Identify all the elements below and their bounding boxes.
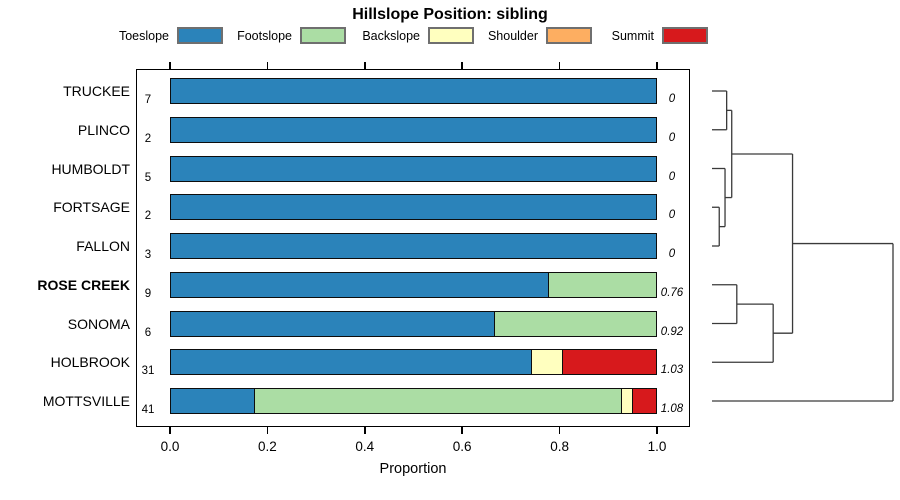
legend-label: Shoulder: [487, 28, 538, 43]
legend-label: Toeslope: [118, 28, 169, 43]
row-label-humboldt: HUMBOLDT: [51, 160, 130, 177]
bar-segment-toeslope: [171, 389, 254, 413]
bar-segment-footslope: [253, 389, 621, 413]
x-tick-top: [656, 62, 658, 69]
x-tick-top: [364, 62, 366, 69]
row-label-mottsville: MOTTSVILLE: [42, 393, 130, 409]
bar-segment-toeslope: [171, 311, 495, 336]
bar-segment-toeslope: [171, 117, 656, 142]
n-value-holbrook: 31: [141, 365, 155, 378]
legend-item-footslope: Footslope: [180, 27, 346, 44]
x-tick-top: [266, 62, 269, 69]
row-label-fortsage: FORTSAGE: [53, 199, 130, 216]
row-label-holbrook: HOLBROOK: [50, 354, 130, 371]
bar-segment-toeslope: [171, 234, 656, 258]
n-value-fallon: 3: [144, 249, 152, 261]
x-tick-top: [558, 62, 561, 69]
x-tick-label: 0.4: [355, 439, 375, 454]
legend-item-toeslope: Toeslope: [57, 27, 223, 44]
bar-segment-toeslope: [171, 156, 656, 181]
x-tick-label: 1.0: [647, 439, 667, 454]
bar-segment-toeslope: [171, 350, 531, 375]
x-tick-top: [461, 62, 463, 69]
n-value-sonoma: 6: [144, 326, 152, 339]
x-tick: [364, 427, 366, 434]
legend-swatch-shoulder: [546, 27, 592, 44]
legend-swatch-toeslope: [177, 27, 223, 44]
bar-rose-creek: [170, 271, 657, 298]
h-value-fallon: 0: [668, 248, 676, 260]
legend-item-backslope: Backslope: [308, 27, 474, 44]
x-tick: [266, 427, 269, 434]
h-value-holbrook: 1.03: [660, 364, 684, 377]
h-value-mottsville: 1.08: [660, 403, 684, 415]
bar-segment-footslope: [548, 272, 656, 297]
bar-humboldt: [170, 155, 657, 182]
bar-fallon: [170, 233, 657, 259]
legend-swatch-footslope: [300, 27, 346, 44]
bar-plinco: [170, 116, 657, 143]
n-value-rose-creek: 9: [144, 287, 152, 300]
h-value-plinco: 0: [668, 131, 676, 144]
n-value-mottsville: 41: [141, 404, 155, 416]
bar-sonoma: [170, 310, 657, 337]
h-value-sonoma: 0.92: [660, 325, 684, 338]
x-tick: [558, 427, 561, 434]
bar-segment-footslope: [494, 311, 656, 336]
bar-segment-summit: [562, 350, 656, 375]
row-label-rose-creek: ROSE CREEK: [37, 276, 130, 293]
legend-label: Summit: [611, 28, 654, 43]
x-tick-label: 0.8: [550, 439, 569, 454]
x-tick-label: 0.6: [452, 439, 472, 454]
n-value-plinco: 2: [144, 132, 152, 145]
bar-holbrook: [170, 349, 657, 376]
legend-swatch-backslope: [428, 27, 474, 44]
x-tick-top: [169, 62, 171, 69]
legend-label: Backslope: [362, 28, 420, 43]
h-value-humboldt: 0: [668, 170, 676, 183]
bar-segment-backslope: [530, 350, 563, 375]
x-tick: [461, 427, 463, 434]
bar-fortsage: [170, 194, 657, 221]
row-label-sonoma: SONOMA: [67, 315, 130, 332]
bar-segment-toeslope: [171, 195, 656, 220]
n-value-fortsage: 2: [144, 210, 152, 223]
x-tick-label: 0.2: [258, 439, 277, 454]
h-value-truckee: 0: [668, 93, 676, 105]
bar-segment-toeslope: [171, 79, 656, 103]
row-label-plinco: PLINCO: [77, 121, 130, 138]
x-tick: [169, 427, 171, 434]
h-value-fortsage: 0: [668, 209, 676, 222]
legend-label: Footslope: [237, 28, 292, 43]
bar-mottsville: [170, 388, 657, 414]
h-value-rose-creek: 0.76: [660, 286, 684, 299]
legend-item-summit: Summit: [542, 27, 708, 44]
bar-segment-toeslope: [171, 272, 549, 297]
bar-segment-summit: [632, 389, 656, 413]
bar-truckee: [170, 78, 657, 104]
n-value-humboldt: 5: [144, 171, 152, 184]
row-label-fallon: FALLON: [76, 238, 130, 254]
bar-segment-backslope: [620, 389, 633, 413]
x-axis-title: Proportion: [379, 461, 447, 477]
n-value-truckee: 7: [144, 94, 152, 106]
chart-title: Hillslope Position: sibling: [352, 6, 548, 23]
legend-item-shoulder: Shoulder: [426, 27, 592, 44]
x-tick-label: 0.0: [160, 439, 180, 454]
legend-swatch-summit: [662, 27, 708, 44]
row-label-truckee: TRUCKEE: [63, 83, 130, 99]
x-tick: [656, 427, 658, 434]
